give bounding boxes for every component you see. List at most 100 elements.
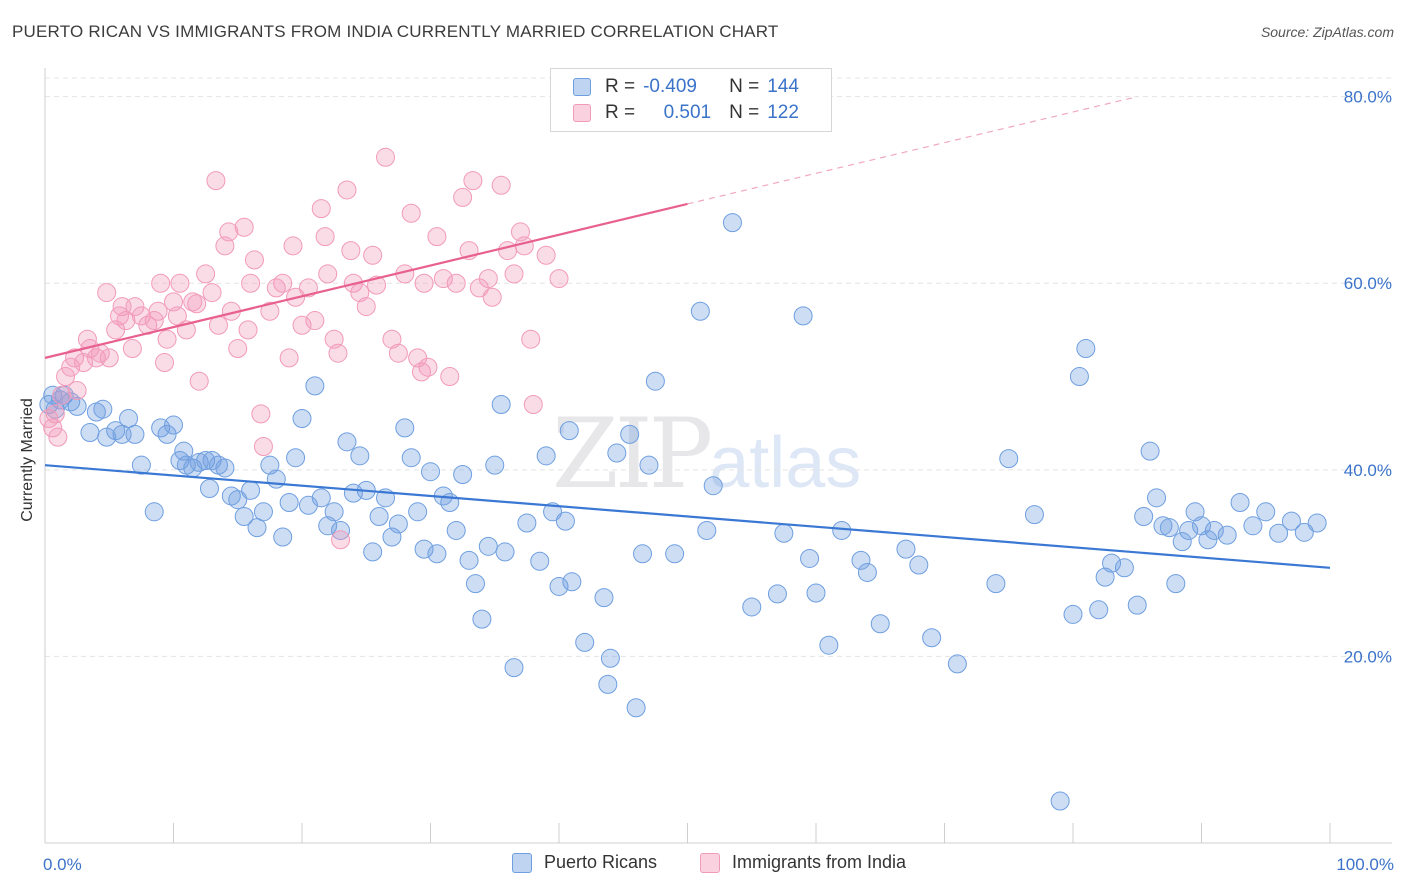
trend-line-india bbox=[44, 202, 688, 359]
legend-r-label: R = bbox=[605, 102, 636, 123]
point-puerto-ricans bbox=[543, 502, 563, 522]
point-puerto-ricans bbox=[626, 698, 646, 718]
point-puerto-ricans bbox=[536, 446, 556, 466]
point-india bbox=[155, 353, 175, 373]
point-india bbox=[116, 311, 136, 331]
point-puerto-ricans bbox=[703, 476, 723, 496]
legend-label-puerto-ricans: Puerto Ricans bbox=[544, 852, 658, 872]
point-puerto-ricans bbox=[607, 443, 627, 463]
point-india bbox=[433, 269, 453, 289]
point-india bbox=[292, 315, 312, 335]
point-india bbox=[363, 245, 383, 265]
series-india bbox=[39, 147, 569, 550]
point-puerto-ricans bbox=[1230, 492, 1250, 512]
point-puerto-ricans bbox=[337, 432, 357, 452]
point-india bbox=[65, 348, 85, 368]
point-puerto-ricans bbox=[311, 488, 331, 508]
point-india bbox=[298, 278, 318, 298]
point-india bbox=[491, 175, 511, 195]
point-puerto-ricans bbox=[247, 518, 267, 538]
watermark: ZIPatlas bbox=[552, 398, 861, 510]
point-puerto-ricans bbox=[986, 574, 1006, 594]
point-puerto-ricans bbox=[555, 511, 575, 531]
point-india bbox=[74, 353, 94, 373]
legend-row-india: R = 0.501 N = 122 bbox=[573, 101, 799, 125]
point-puerto-ricans bbox=[459, 550, 479, 570]
point-india bbox=[99, 348, 119, 368]
point-india bbox=[67, 381, 87, 401]
point-puerto-ricans bbox=[851, 550, 871, 570]
point-india bbox=[356, 297, 376, 317]
point-puerto-ricans bbox=[594, 588, 614, 608]
point-puerto-ricans bbox=[999, 449, 1019, 469]
point-puerto-ricans bbox=[369, 506, 389, 526]
point-puerto-ricans bbox=[639, 455, 659, 475]
point-puerto-ricans bbox=[395, 418, 415, 438]
point-india bbox=[521, 329, 541, 349]
point-puerto-ricans bbox=[131, 455, 151, 475]
point-india bbox=[376, 147, 396, 167]
point-puerto-ricans bbox=[241, 480, 261, 500]
point-india bbox=[56, 367, 76, 387]
point-india bbox=[279, 348, 299, 368]
point-puerto-ricans bbox=[1159, 518, 1179, 538]
point-puerto-ricans bbox=[408, 502, 428, 522]
point-puerto-ricans bbox=[1050, 791, 1070, 811]
y-tick-label: 40.0% bbox=[1344, 461, 1392, 480]
trend-line-india-extension bbox=[687, 96, 1138, 205]
point-india bbox=[148, 301, 168, 321]
point-puerto-ricans bbox=[1024, 505, 1044, 525]
point-india bbox=[328, 343, 348, 363]
trend-lines bbox=[44, 96, 1331, 569]
point-puerto-ricans bbox=[199, 478, 219, 498]
point-puerto-ricans bbox=[401, 448, 421, 468]
legend-r-label: R = bbox=[605, 76, 636, 97]
point-puerto-ricans bbox=[472, 609, 492, 629]
y-tick-label: 80.0% bbox=[1344, 88, 1392, 107]
point-india bbox=[401, 203, 421, 223]
point-puerto-ricans bbox=[1185, 502, 1205, 522]
point-puerto-ricans bbox=[832, 520, 852, 540]
point-puerto-ricans bbox=[1102, 553, 1122, 573]
point-puerto-ricans bbox=[896, 539, 916, 559]
point-puerto-ricans bbox=[1204, 520, 1224, 540]
point-puerto-ricans bbox=[690, 301, 710, 321]
legend-n-label: N = bbox=[729, 76, 760, 97]
point-puerto-ricans bbox=[947, 654, 967, 674]
point-puerto-ricans bbox=[1217, 525, 1237, 545]
point-puerto-ricans bbox=[427, 544, 447, 564]
point-puerto-ricans bbox=[774, 523, 794, 543]
point-india bbox=[238, 320, 258, 340]
point-india bbox=[97, 283, 117, 303]
point-puerto-ricans bbox=[485, 455, 505, 475]
legend-swatch-pink bbox=[573, 104, 591, 122]
point-india bbox=[315, 227, 335, 247]
point-puerto-ricans bbox=[1140, 441, 1160, 461]
legend-swatch-blue bbox=[573, 78, 591, 96]
point-puerto-ricans bbox=[260, 455, 280, 475]
correlation-legend: R = -0.409 N = 144 R = 0.501 N = 122 bbox=[550, 68, 832, 132]
watermark-zip: ZIP bbox=[552, 398, 713, 510]
point-puerto-ricans bbox=[1269, 523, 1289, 543]
point-india bbox=[125, 297, 145, 317]
point-puerto-ricans bbox=[1134, 506, 1154, 526]
trend-line-puerto-ricans bbox=[44, 464, 1331, 569]
point-puerto-ricans bbox=[1063, 604, 1083, 624]
point-india bbox=[446, 273, 466, 293]
point-puerto-ricans bbox=[1114, 558, 1134, 578]
grid-lines bbox=[45, 77, 1392, 657]
point-puerto-ricans bbox=[318, 516, 338, 536]
point-india bbox=[187, 294, 207, 314]
point-india bbox=[52, 385, 72, 405]
legend-row-puerto-ricans: R = -0.409 N = 144 bbox=[573, 75, 799, 99]
point-puerto-ricans bbox=[1294, 522, 1314, 542]
point-india bbox=[244, 250, 264, 270]
point-puerto-ricans bbox=[620, 424, 640, 444]
legend-item-puerto-ricans: Puerto Ricans bbox=[512, 852, 657, 873]
point-india bbox=[251, 404, 271, 424]
point-india bbox=[341, 241, 361, 261]
legend-n-label: N = bbox=[729, 102, 760, 123]
point-india bbox=[196, 264, 216, 284]
point-puerto-ricans bbox=[446, 520, 466, 540]
